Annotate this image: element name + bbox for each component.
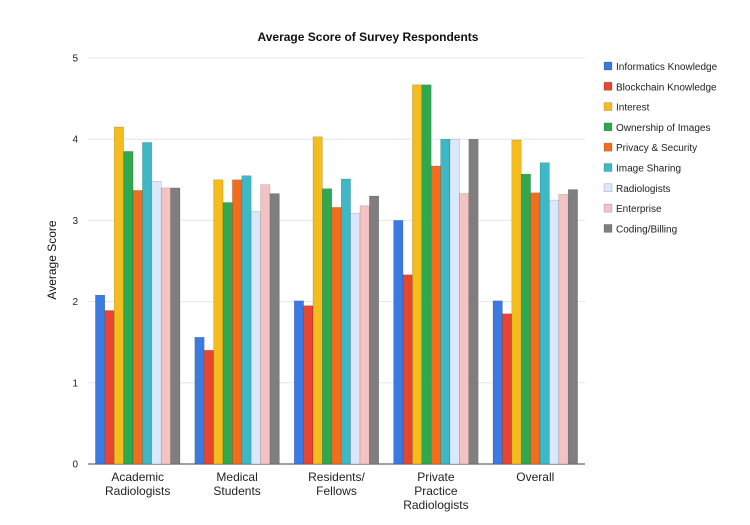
- legend-swatch: [603, 61, 613, 71]
- bar: [232, 179, 243, 465]
- bar: [340, 178, 351, 465]
- legend-swatch: [603, 224, 613, 233]
- x-tick-label: Medical Students: [213, 470, 260, 498]
- bar: [459, 193, 470, 465]
- bar: [511, 139, 522, 465]
- bar: [104, 310, 115, 465]
- bar: [322, 188, 333, 465]
- bar: [123, 151, 134, 465]
- bar: [113, 126, 124, 465]
- bar: [402, 274, 413, 465]
- bar: [203, 350, 214, 465]
- bar: [95, 294, 106, 465]
- y-axis-label: Average Score: [45, 220, 59, 299]
- x-tick-labels: Academic Radiologists Medical Students Resid…: [105, 470, 554, 512]
- bar: [303, 305, 314, 465]
- x-tick-label: Academic Radiologists: [105, 470, 170, 498]
- bar: [440, 138, 451, 465]
- bar: [151, 181, 162, 465]
- bar: [393, 220, 404, 465]
- bar: [492, 300, 503, 465]
- legend-swatch: [603, 203, 613, 213]
- bar: [430, 165, 441, 465]
- legend-label: Coding/Billing: [616, 224, 677, 235]
- bar: [412, 84, 423, 465]
- bar: [260, 184, 271, 465]
- bar: [241, 175, 252, 465]
- bar: [312, 136, 323, 465]
- bar: [213, 179, 224, 465]
- chart-title: Average Score of Survey Respondents: [258, 30, 479, 44]
- bar: [160, 187, 171, 465]
- legend-label: Privacy & Security: [616, 143, 697, 154]
- legend-label: Radiologists: [616, 184, 670, 195]
- bar: [250, 211, 261, 465]
- bar: [132, 190, 143, 465]
- bar: [369, 195, 380, 465]
- y-tick-label: 2: [72, 297, 78, 308]
- bar: [142, 142, 153, 465]
- bar: [558, 194, 569, 465]
- legend-label: Enterprise: [616, 204, 662, 215]
- legend-label: Informatics Knowledge: [616, 62, 718, 73]
- legend-label: Image Sharing: [616, 164, 681, 175]
- x-tick-label: Residents/Fellows: [308, 470, 365, 498]
- bar: [520, 173, 531, 465]
- x-tick-label: Overall: [516, 470, 554, 484]
- legend-swatch: [603, 183, 613, 193]
- legend-label: Blockchain Knowledge: [616, 82, 717, 93]
- y-tick-label: 4: [72, 135, 78, 146]
- y-tick-label: 3: [72, 216, 78, 227]
- y-tick-label: 5: [72, 54, 78, 65]
- bar: [449, 138, 460, 465]
- bar: [539, 162, 550, 465]
- bar: [222, 202, 233, 465]
- bar: [194, 337, 205, 465]
- x-tick-label: Private Practice Radiologists: [403, 470, 468, 512]
- bar: [293, 300, 304, 465]
- bar: [549, 199, 560, 465]
- bar: [170, 187, 181, 465]
- legend: Informatics Knowledge Blockchain Knowledg…: [603, 61, 718, 235]
- bar: [530, 192, 541, 465]
- bar: [331, 207, 342, 465]
- bar: [421, 84, 432, 465]
- bar: [502, 313, 513, 465]
- legend-label: Ownership of Images: [616, 123, 711, 134]
- legend-label: Interest: [616, 103, 650, 114]
- bar: [350, 212, 361, 465]
- bar: [468, 138, 479, 465]
- legend-swatch: [603, 163, 613, 172]
- legend-swatch: [603, 82, 613, 91]
- legend-swatch: [603, 142, 613, 152]
- bar: [359, 205, 370, 465]
- y-tick-labels: 0 1 2 3 4 5: [72, 54, 78, 471]
- bars: [95, 84, 578, 465]
- y-tick-label: 1: [72, 378, 78, 389]
- y-tick-label: 0: [72, 460, 78, 471]
- legend-swatch: [603, 102, 613, 111]
- bar: [269, 193, 280, 465]
- legend-swatch: [603, 122, 613, 132]
- bar: [567, 189, 578, 465]
